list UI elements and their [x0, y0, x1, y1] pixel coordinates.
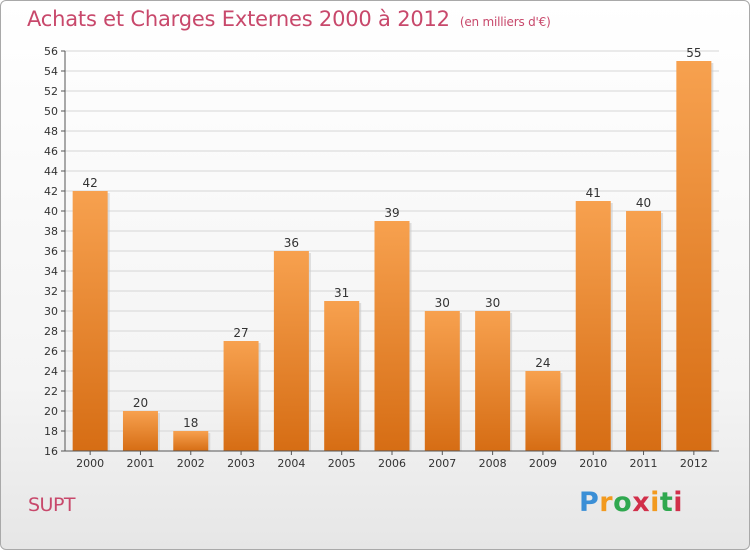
x-tick-label: 2006 — [378, 457, 406, 470]
y-tick-label: 40 — [44, 205, 58, 218]
bar — [223, 341, 259, 451]
commune-name: SUPT — [28, 494, 76, 516]
data-label: 27 — [233, 326, 248, 340]
axes: 16 18 20 22 24 26 28 30 32 34 36 38 40 42 44 46 48 50 52 54… — [44, 45, 719, 470]
logo-letter: o — [613, 487, 633, 518]
data-label: 55 — [686, 46, 701, 60]
logo-letter: i — [673, 487, 684, 518]
bar — [324, 301, 360, 451]
y-tick-label: 36 — [44, 245, 58, 258]
data-label: 31 — [334, 286, 349, 300]
bar — [122, 411, 158, 451]
y-tick-label: 24 — [44, 365, 58, 378]
x-tick-label: 2010 — [579, 457, 607, 470]
logo-letter: x — [632, 487, 651, 518]
y-tick-label: 52 — [44, 85, 58, 98]
data-label: 24 — [535, 356, 550, 370]
bar — [525, 371, 561, 451]
logo-letter: t — [659, 487, 674, 518]
y-tick-label: 30 — [44, 305, 58, 318]
bar — [475, 311, 511, 451]
bar — [424, 311, 460, 451]
data-label: 42 — [83, 176, 98, 190]
title-text: Achats et Charges Externes 2000 à 2012 — [27, 7, 450, 31]
data-label: 18 — [183, 416, 198, 430]
x-tick-label: 2008 — [479, 457, 507, 470]
logo-letter: i — [650, 487, 660, 518]
data-label: 39 — [384, 206, 399, 220]
y-tick-label: 20 — [44, 405, 58, 418]
y-tick-label: 38 — [44, 225, 58, 238]
logo-letter: P — [579, 487, 600, 518]
x-tick-label: 2009 — [529, 457, 557, 470]
bar — [575, 201, 611, 451]
bar — [374, 221, 410, 451]
bar — [676, 61, 712, 451]
x-tick-label: 2000 — [76, 457, 104, 470]
y-tick-label: 42 — [44, 185, 58, 198]
y-tick-label: 32 — [44, 285, 58, 298]
y-tick-label: 34 — [44, 265, 58, 278]
data-label: 41 — [586, 186, 601, 200]
bar — [273, 251, 309, 451]
x-tick-label: 2011 — [630, 457, 658, 470]
y-tick-label: 50 — [44, 105, 58, 118]
x-tick-label: 2005 — [328, 457, 356, 470]
data-label: 20 — [133, 396, 148, 410]
y-tick-label: 18 — [44, 425, 58, 438]
y-tick-label: 56 — [44, 45, 58, 58]
y-tick-label: 16 — [44, 445, 58, 458]
x-tick-label: 2001 — [126, 457, 154, 470]
y-tick-label: 54 — [44, 65, 58, 78]
logo-letter: r — [599, 487, 614, 518]
x-tick-label: 2002 — [177, 457, 205, 470]
bar — [626, 211, 662, 451]
y-tick-label: 48 — [44, 125, 58, 138]
data-label: 30 — [485, 296, 500, 310]
x-tick-label: 2004 — [277, 457, 305, 470]
bars: 42 20 18 27 36 31 39 30 30 24 41 40 55 — [72, 46, 714, 451]
x-tick-label: 2003 — [227, 457, 255, 470]
y-tick-label: 28 — [44, 325, 58, 338]
y-tick-label: 46 — [44, 145, 58, 158]
proxiti-logo: Proxiti — [579, 487, 683, 518]
x-tick-label: 2007 — [428, 457, 456, 470]
chart-title: Achats et Charges Externes 2000 à 2012 (e… — [27, 7, 551, 31]
bar — [72, 191, 108, 451]
data-label: 36 — [284, 236, 299, 250]
y-tick-label: 22 — [44, 385, 58, 398]
data-label: 40 — [636, 196, 651, 210]
y-tick-label: 26 — [44, 345, 58, 358]
x-tick-label: 2012 — [680, 457, 708, 470]
y-tick-label: 44 — [44, 165, 58, 178]
bar — [173, 431, 209, 451]
chart-subtitle: (en milliers d'€) — [459, 15, 551, 29]
data-label: 30 — [435, 296, 450, 310]
